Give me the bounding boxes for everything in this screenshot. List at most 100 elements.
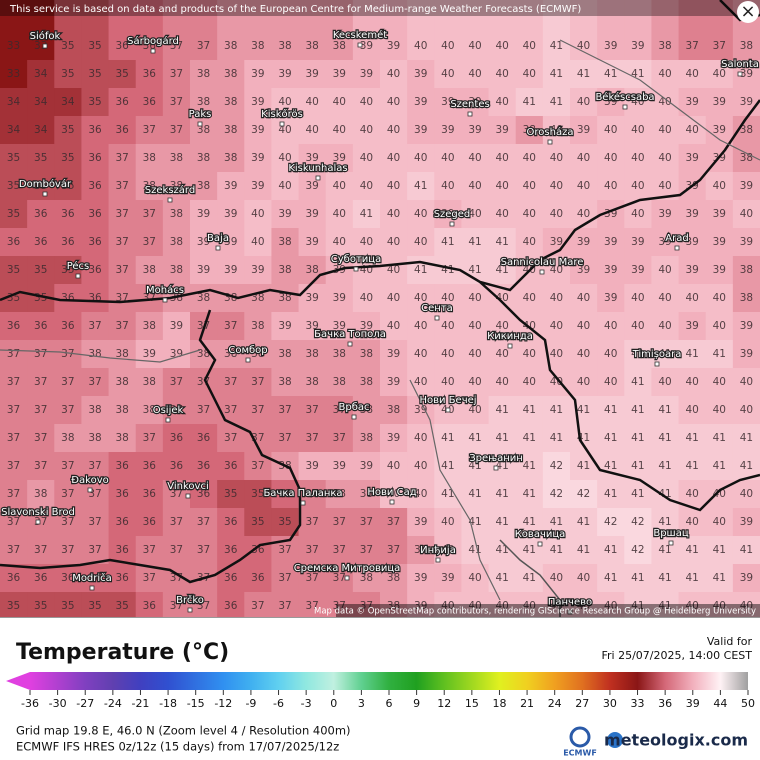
- temperature-value: 37: [713, 40, 726, 52]
- temperature-cell: [407, 564, 435, 593]
- temperature-value: 38: [88, 404, 101, 416]
- close-button[interactable]: [737, 1, 759, 23]
- temperature-value: 41: [550, 40, 563, 52]
- temperature-cell: [597, 536, 625, 565]
- temperature-value: 40: [414, 152, 427, 164]
- temperature-cell: [407, 144, 435, 173]
- temperature-cell: [0, 536, 28, 565]
- temperature-cell: [298, 144, 327, 173]
- temperature-value: 38: [224, 348, 237, 360]
- temperature-cell: [271, 480, 300, 509]
- temperature-value: 39: [604, 236, 617, 248]
- temperature-value: 38: [170, 208, 183, 220]
- temperature-value: 38: [360, 572, 373, 584]
- temperature-value: 39: [305, 68, 318, 80]
- temperature-value: 37: [224, 404, 237, 416]
- temperature-value: 38: [305, 40, 318, 52]
- temperature-value: 40: [414, 376, 427, 388]
- temperature-value: 39: [685, 96, 698, 108]
- colorbar-label: 21: [520, 697, 534, 710]
- brand[interactable]: meteologix.com: [604, 731, 748, 750]
- temperature-value: 39: [224, 208, 237, 220]
- colorbar-label: -18: [159, 697, 177, 710]
- temperature-cell: [271, 368, 300, 397]
- temperature-value: 39: [251, 124, 264, 136]
- temperature-cell: [81, 480, 110, 509]
- disclaimer: This service is based on data and produc…: [9, 4, 581, 15]
- temperature-value: 38: [143, 152, 156, 164]
- temperature-cell: [54, 564, 83, 593]
- temperature-value: 36: [34, 208, 48, 220]
- temperature-cell: [678, 340, 707, 369]
- temperature-cell: [515, 424, 544, 453]
- temperature-cell: [597, 228, 625, 257]
- temperature-cell: [135, 0, 164, 61]
- temperature-cell: [298, 88, 327, 117]
- temperature-value: 40: [713, 320, 726, 332]
- temperature-cell: [352, 536, 381, 565]
- temperature-value: 40: [740, 488, 753, 500]
- temperature-cell: [27, 452, 55, 481]
- temperature-value: 40: [495, 208, 508, 220]
- temperature-value: 40: [550, 152, 563, 164]
- temperature-cell: [380, 88, 408, 117]
- temperature-cell: [515, 452, 544, 481]
- temperature-cell: [570, 536, 598, 565]
- temperature-value: 37: [88, 516, 101, 528]
- temperature-value: 39: [713, 124, 726, 136]
- temperature-value: 41: [468, 544, 481, 556]
- temperature-value: 36: [115, 572, 129, 584]
- temperature-cell: [81, 508, 110, 537]
- temperature-value: 41: [685, 432, 698, 444]
- temperature-value: 37: [7, 544, 20, 556]
- temperature-value: 41: [495, 432, 508, 444]
- temperature-value: 41: [495, 236, 508, 248]
- temperature-value: 36: [224, 544, 238, 556]
- temperature-value: 38: [278, 264, 291, 276]
- temperature-cell: [271, 144, 300, 173]
- temperature-cell: [352, 564, 381, 593]
- city-marker: [75, 273, 81, 279]
- temperature-cell: [81, 172, 110, 201]
- temperature-value: 35: [251, 516, 264, 528]
- colorbar-label: -15: [187, 697, 205, 710]
- temperature-cell: [570, 508, 598, 537]
- temperature-cell: [244, 60, 273, 89]
- city-marker: [654, 361, 660, 367]
- temperature-value: 40: [387, 488, 400, 500]
- temperature-cell: [597, 564, 625, 593]
- temperature-cell: [271, 592, 300, 617]
- temperature-cell: [705, 564, 734, 593]
- city-labels: Siófok Sárbogárd Kecskemét Paks Kiskőrös Szen…: [0, 28, 760, 615]
- colorbar-label: 33: [631, 697, 645, 710]
- temperature-value: 41: [523, 572, 536, 584]
- city-marker: [245, 357, 251, 363]
- temperature-value: 41: [550, 516, 563, 528]
- temperature-value: 39: [360, 40, 373, 52]
- temperature-value: 38: [197, 96, 210, 108]
- temperature-value: 36: [170, 460, 184, 472]
- valid-label: Valid for: [707, 635, 753, 648]
- temperature-value: 36: [115, 544, 129, 556]
- temperature-value: 40: [713, 600, 726, 612]
- temperature-value: 42: [604, 516, 617, 528]
- temperature-cell: [461, 172, 490, 201]
- temperature-cell: [135, 592, 164, 617]
- temperature-value: 36: [251, 544, 265, 556]
- close-icon[interactable]: ×: [740, 1, 755, 22]
- temperature-cell: [217, 0, 245, 61]
- temperature-value: 38: [360, 348, 373, 360]
- temperature-value: 40: [333, 208, 346, 220]
- temperature-value: 37: [333, 516, 346, 528]
- temperature-cell: [515, 116, 544, 145]
- temperature-value: 40: [604, 320, 617, 332]
- temperature-cell: [732, 88, 760, 117]
- city-marker: [449, 221, 455, 227]
- temperature-value: 36: [34, 572, 48, 584]
- temperature-cell: [515, 60, 544, 89]
- temperature-value: 39: [387, 40, 400, 52]
- temperature-cell: [461, 228, 490, 257]
- temperature-value: 34: [61, 96, 75, 108]
- temperature-value: 36: [197, 432, 211, 444]
- temperature-value: 40: [414, 40, 427, 52]
